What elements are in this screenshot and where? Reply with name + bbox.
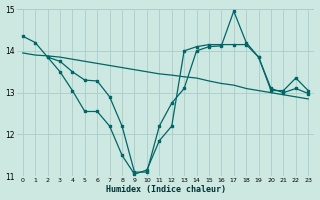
X-axis label: Humidex (Indice chaleur): Humidex (Indice chaleur) — [106, 185, 226, 194]
